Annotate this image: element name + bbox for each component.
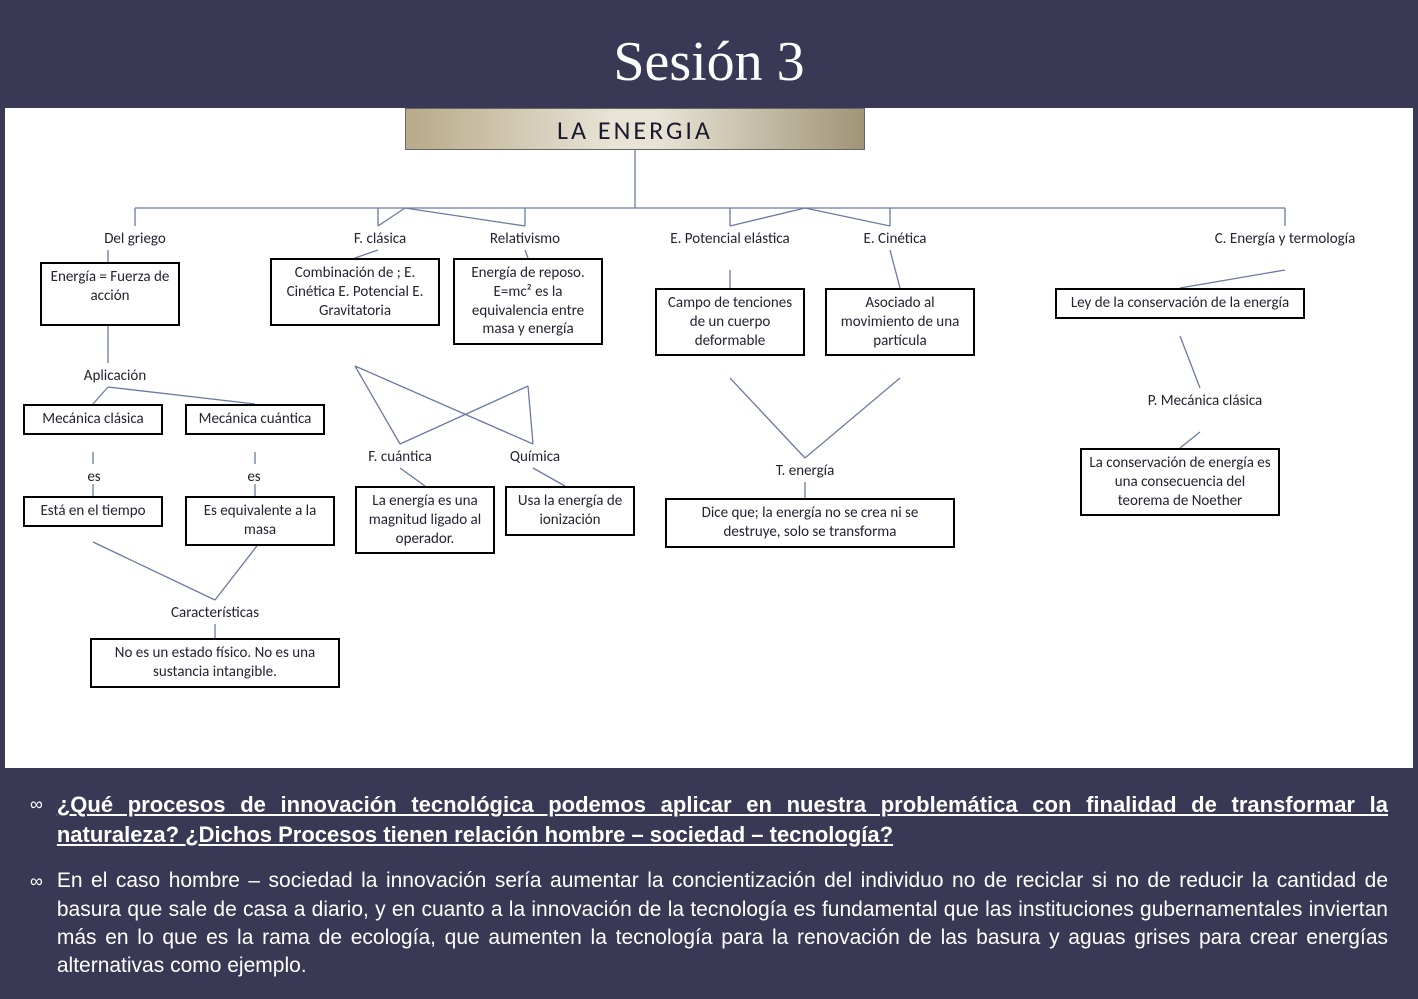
node-es-2: es (239, 464, 269, 491)
node-e-cinetica: E. Cinética (835, 226, 955, 253)
node-no-estado-fisico: No es un estado físico. No es una sustan… (90, 638, 340, 688)
node-esta-en-tiempo: Está en el tiempo (23, 496, 163, 527)
node-p-mecanica: P. Mecánica clásica (1125, 388, 1285, 415)
node-f-clasica: F. clásica (325, 226, 435, 253)
node-tensiones: Campo de tenciones de un cuerpo deformab… (655, 288, 805, 356)
answer-row: ∞ En el caso hombre – sociedad la innova… (30, 867, 1388, 980)
node-caracteristicas: Características (140, 600, 290, 627)
node-aplicacion: Aplicación (60, 363, 170, 390)
node-energia-reposo: Energía de reposo. E=mc² es la equivalen… (453, 258, 603, 345)
bullet-icon: ∞ (30, 794, 43, 815)
node-combinacion: Combinación de ; E. Cinética E. Potencia… (270, 258, 440, 326)
node-equiv-masa: Es equivalente a la masa (185, 496, 335, 546)
diagram-banner: LA ENERGIA (405, 108, 865, 150)
node-no-se-crea: Dice que; la energía no se crea ni se de… (665, 498, 955, 548)
bullet-icon: ∞ (30, 871, 43, 892)
node-del-griego: Del griego (80, 226, 190, 253)
node-mecanica-cuantica: Mecánica cuántica (185, 404, 325, 435)
node-ley-conservacion: Ley de la conservación de la energía (1055, 288, 1305, 319)
node-t-energia: T. energía (750, 458, 860, 485)
node-es-1: es (79, 464, 109, 491)
question-row: ∞ ¿Qué procesos de innovación tecnológic… (30, 790, 1388, 849)
node-energia-fuerza: Energía = Fuerza de acción (40, 262, 180, 326)
question-text: ¿Qué procesos de innovación tecnológica … (57, 790, 1388, 849)
footer-area: ∞ ¿Qué procesos de innovación tecnológic… (30, 790, 1388, 999)
node-quimica: Química (485, 444, 585, 471)
node-f-cuantica: F. cuántica (345, 444, 455, 471)
node-noether: La conservación de energía es una consec… (1080, 448, 1280, 516)
node-e-potencial: E. Potencial elástica (655, 226, 805, 253)
answer-text: En el caso hombre – sociedad la innovaci… (57, 867, 1388, 980)
diagram-area: LA ENERGIA (5, 108, 1413, 768)
node-mecanica-clasica: Mecánica clásica (23, 404, 163, 435)
node-asociado-mov: Asociado al movimiento de una partícula (825, 288, 975, 356)
node-c-energia: C. Energía y termología (1205, 226, 1365, 253)
node-magnitud-operador: La energía es una magnitud ligado al ope… (355, 486, 495, 554)
page-title: Sesión 3 (0, 30, 1418, 94)
node-relativismo: Relativismo (465, 226, 585, 253)
node-ionizacion: Usa la energía de ionización (505, 486, 635, 536)
